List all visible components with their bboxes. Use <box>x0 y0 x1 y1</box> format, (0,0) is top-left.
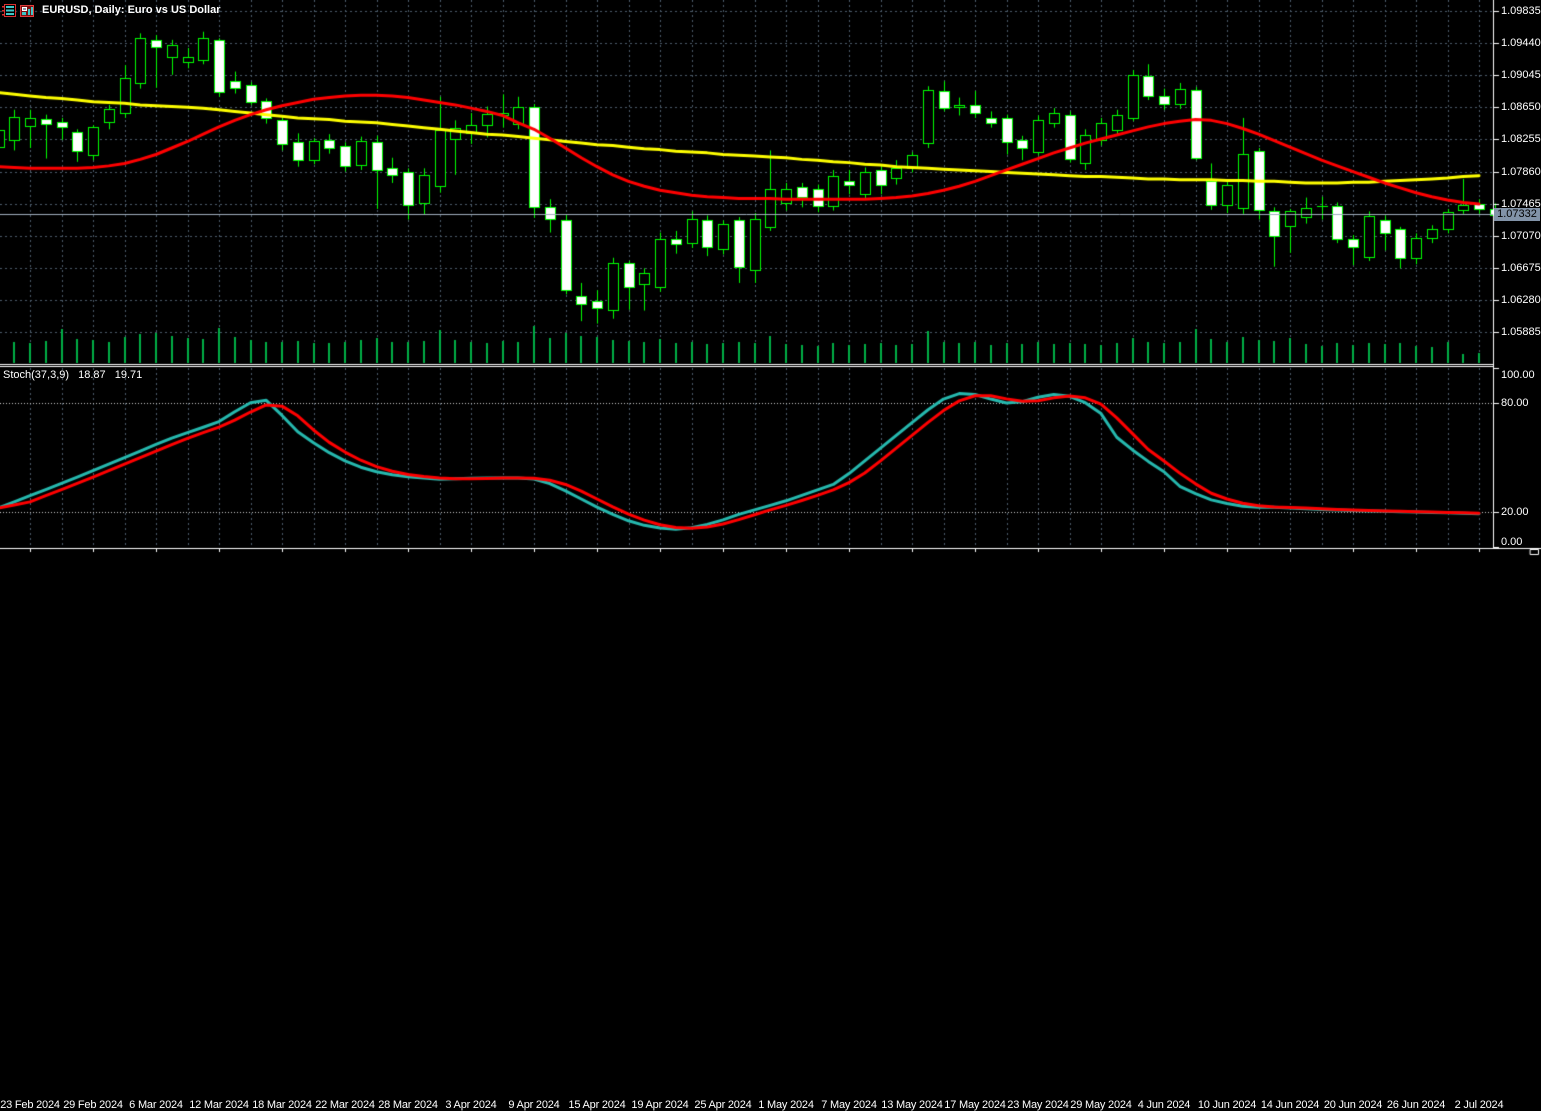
chart-title-bar: EURUSD, Daily: Euro vs US Dollar <box>2 2 221 18</box>
date-axis-label: 13 May 2024 <box>881 1099 943 1111</box>
chart-window-icon <box>20 4 34 17</box>
date-axis-label: 23 May 2024 <box>1007 1099 1069 1111</box>
date-axis-label: 26 Jun 2024 <box>1386 1099 1446 1111</box>
chart-canvas[interactable] <box>0 0 1541 565</box>
date-axis-label: 19 Apr 2024 <box>631 1099 689 1111</box>
stoch-axis-label: 20.00 <box>1501 505 1529 518</box>
date-axis-label: 15 Apr 2024 <box>568 1099 626 1111</box>
price-axis-label: 1.06675 <box>1501 261 1541 274</box>
stoch-axis-label: 100.00 <box>1501 369 1535 381</box>
date-axis-label: 1 May 2024 <box>758 1099 814 1111</box>
quotes-grid-icon <box>2 3 16 17</box>
price-axis-label: 1.08255 <box>1501 133 1541 146</box>
price-axis-label: 1.08650 <box>1501 101 1541 114</box>
date-axis-label: 23 Feb 2024 <box>0 1099 60 1111</box>
date-axis-label: 14 Jun 2024 <box>1260 1099 1320 1111</box>
price-axis-label: 1.07860 <box>1501 165 1541 178</box>
date-axis-label: 2 Jul 2024 <box>1454 1099 1504 1111</box>
date-axis-label: 9 Apr 2024 <box>508 1099 560 1111</box>
stochastic-indicator-label: Stoch(37,3,9) 18.87 19.71 <box>3 369 148 381</box>
date-axis-label: 10 Jun 2024 <box>1197 1099 1257 1111</box>
price-axis-label: 1.07070 <box>1501 229 1541 242</box>
date-axis-label: 25 Apr 2024 <box>694 1099 752 1111</box>
chart-title: EURUSD, Daily: Euro vs US Dollar <box>42 4 221 16</box>
date-axis-label: 29 May 2024 <box>1070 1099 1132 1111</box>
stochastic-signal-value: 19.71 <box>114 369 143 381</box>
date-axis-label: 12 Mar 2024 <box>189 1099 249 1111</box>
price-axis-label: 1.09835 <box>1501 5 1541 17</box>
price-axis-label: 1.06280 <box>1501 294 1541 307</box>
stoch-axis-label: 0.00 <box>1501 536 1523 548</box>
stoch-axis-label: 80.00 <box>1501 396 1529 409</box>
price-axis-label: 1.05885 <box>1501 326 1541 339</box>
current-price-tag: 1.07332 <box>1494 207 1540 221</box>
date-axis-label: 7 May 2024 <box>821 1099 877 1111</box>
date-axis-label: 20 Jun 2024 <box>1323 1099 1383 1111</box>
price-axis-label: 1.07465 <box>1501 197 1541 210</box>
price-axis-label: 1.09045 <box>1501 69 1541 82</box>
date-axis-label: 3 Apr 2024 <box>445 1099 497 1111</box>
date-axis-label: 28 Mar 2024 <box>378 1099 438 1111</box>
time-axis[interactable]: 23 Feb 2024 29 Feb 2024 6 Mar 2024 12 Mar 2… <box>0 548 1541 1111</box>
stochastic-name: Stoch(37,3,9) <box>3 369 70 381</box>
price-axis-label: 1.09440 <box>1501 37 1541 50</box>
date-axis-label: 6 Mar 2024 <box>129 1099 183 1111</box>
date-axis-label: 4 Jun 2024 <box>1137 1099 1191 1111</box>
price-axis[interactable] <box>1493 0 1541 548</box>
date-axis-label: 29 Feb 2024 <box>63 1099 123 1111</box>
date-axis-label: 22 Mar 2024 <box>315 1099 375 1111</box>
date-axis-label: 17 May 2024 <box>944 1099 1006 1111</box>
date-axis-label: 18 Mar 2024 <box>252 1099 312 1111</box>
stochastic-main-value: 18.87 <box>78 369 106 381</box>
